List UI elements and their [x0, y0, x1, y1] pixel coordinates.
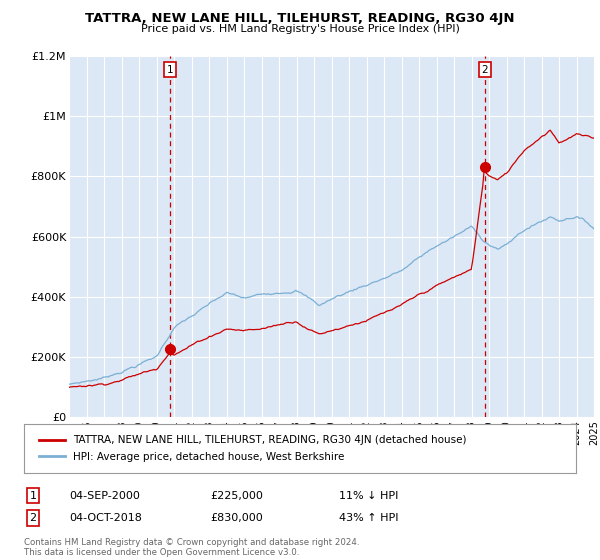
- Text: £225,000: £225,000: [210, 491, 263, 501]
- Text: 2: 2: [29, 513, 37, 523]
- Text: 2: 2: [481, 64, 488, 74]
- Text: TATTRA, NEW LANE HILL, TILEHURST, READING, RG30 4JN: TATTRA, NEW LANE HILL, TILEHURST, READIN…: [85, 12, 515, 25]
- Text: 04-SEP-2000: 04-SEP-2000: [69, 491, 140, 501]
- Legend: TATTRA, NEW LANE HILL, TILEHURST, READING, RG30 4JN (detached house), HPI: Avera: TATTRA, NEW LANE HILL, TILEHURST, READIN…: [35, 431, 471, 466]
- Text: Price paid vs. HM Land Registry's House Price Index (HPI): Price paid vs. HM Land Registry's House …: [140, 24, 460, 34]
- Text: Contains HM Land Registry data © Crown copyright and database right 2024.
This d: Contains HM Land Registry data © Crown c…: [24, 538, 359, 557]
- Text: 04-OCT-2018: 04-OCT-2018: [69, 513, 142, 523]
- Text: £830,000: £830,000: [210, 513, 263, 523]
- Text: 43% ↑ HPI: 43% ↑ HPI: [339, 513, 398, 523]
- Text: 1: 1: [166, 64, 173, 74]
- Text: 1: 1: [29, 491, 37, 501]
- Text: 11% ↓ HPI: 11% ↓ HPI: [339, 491, 398, 501]
